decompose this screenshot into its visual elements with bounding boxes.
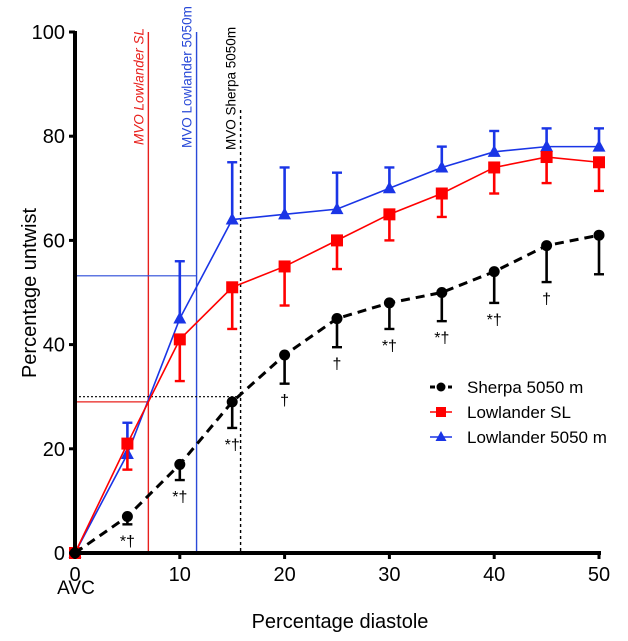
legend-label: Sherpa 5050 m [467, 378, 583, 397]
data-point [330, 202, 344, 215]
mvo-label: MVO Sherpa 5050m [224, 27, 239, 150]
series-sherpa-5050-m: *† *† *† † † *† *† *† † [69, 229, 605, 559]
data-point [593, 229, 605, 241]
data-point [174, 458, 186, 470]
significance-annotation: *† [172, 489, 187, 506]
data-point [435, 187, 448, 200]
legend-marker [435, 431, 447, 441]
significance-annotation: † [280, 393, 289, 410]
series-lowlander-sl [69, 151, 605, 559]
significance-annotation: † [333, 356, 342, 373]
significance-annotation: *† [434, 330, 449, 347]
mvo-reference-lines: MVO Lowlander SL MVO Lowlander 5050m MVO S… [75, 6, 242, 553]
x-tick-label: 40 [483, 564, 505, 586]
data-point [173, 333, 186, 346]
legend-item: Sherpa 5050 m [430, 378, 583, 397]
data-point [488, 266, 500, 278]
y-axis-label: Percentage untwist [19, 208, 41, 379]
data-point [540, 139, 554, 152]
legend-item: Lowlander SL [430, 403, 571, 422]
significance-annotation: *† [225, 437, 240, 454]
x-tick-label: 30 [378, 564, 400, 586]
legend-marker [436, 407, 446, 417]
y-tick-label: 60 [43, 230, 65, 252]
data-point [487, 144, 501, 157]
legend-label: Lowlander 5050 m [467, 428, 607, 447]
axes: 0 20 40 60 80 100 0 10 20 30 40 50 [32, 22, 611, 586]
x-tick-label: 10 [169, 564, 191, 586]
data-point [173, 311, 187, 324]
significance-annotation: † [542, 291, 551, 308]
data-point [488, 161, 501, 174]
series-group: *† *† *† † † *† *† *† † [68, 127, 606, 559]
data-point [331, 234, 343, 247]
data-point [121, 437, 134, 450]
data-point [435, 160, 449, 173]
x-axis-label: Percentage diastole [252, 611, 429, 633]
data-point [383, 297, 395, 309]
data-point [225, 212, 239, 225]
legend-item: Lowlander 5050 m [430, 428, 607, 447]
data-point [226, 281, 239, 294]
data-point [592, 139, 606, 152]
x-axis-sublabel-avc: AVC [57, 578, 95, 599]
mvo-label: MVO Lowlander 5050m [180, 6, 195, 148]
y-tick-label: 100 [32, 22, 65, 44]
y-tick-label: 0 [54, 543, 65, 565]
data-point [540, 151, 553, 164]
significance-annotation: *† [120, 533, 135, 550]
data-point [226, 396, 238, 408]
data-point [383, 208, 396, 221]
y-tick-label: 80 [43, 126, 65, 148]
data-point [278, 260, 291, 273]
significance-annotation: *† [382, 338, 397, 355]
y-tick-label: 40 [43, 335, 65, 357]
data-point [279, 349, 291, 361]
x-tick-label: 20 [273, 564, 295, 586]
data-point [121, 511, 133, 523]
y-tick-label: 20 [43, 439, 65, 461]
data-point [278, 207, 292, 220]
x-tick-label: 50 [588, 564, 610, 586]
data-point [382, 181, 396, 194]
legend: Sherpa 5050 m Lowlander SL Lowlander 5050 … [430, 378, 607, 447]
mvo-label: MVO Lowlander SL [131, 28, 146, 145]
legend-marker [436, 382, 446, 392]
x-tick-label: 0 [69, 564, 80, 586]
series-line [74, 156, 600, 554]
data-point [593, 156, 605, 169]
data-point [331, 313, 343, 325]
legend-label: Lowlander SL [467, 403, 571, 422]
data-point [436, 287, 448, 298]
data-point [541, 240, 553, 252]
significance-annotation: *† [487, 312, 502, 329]
